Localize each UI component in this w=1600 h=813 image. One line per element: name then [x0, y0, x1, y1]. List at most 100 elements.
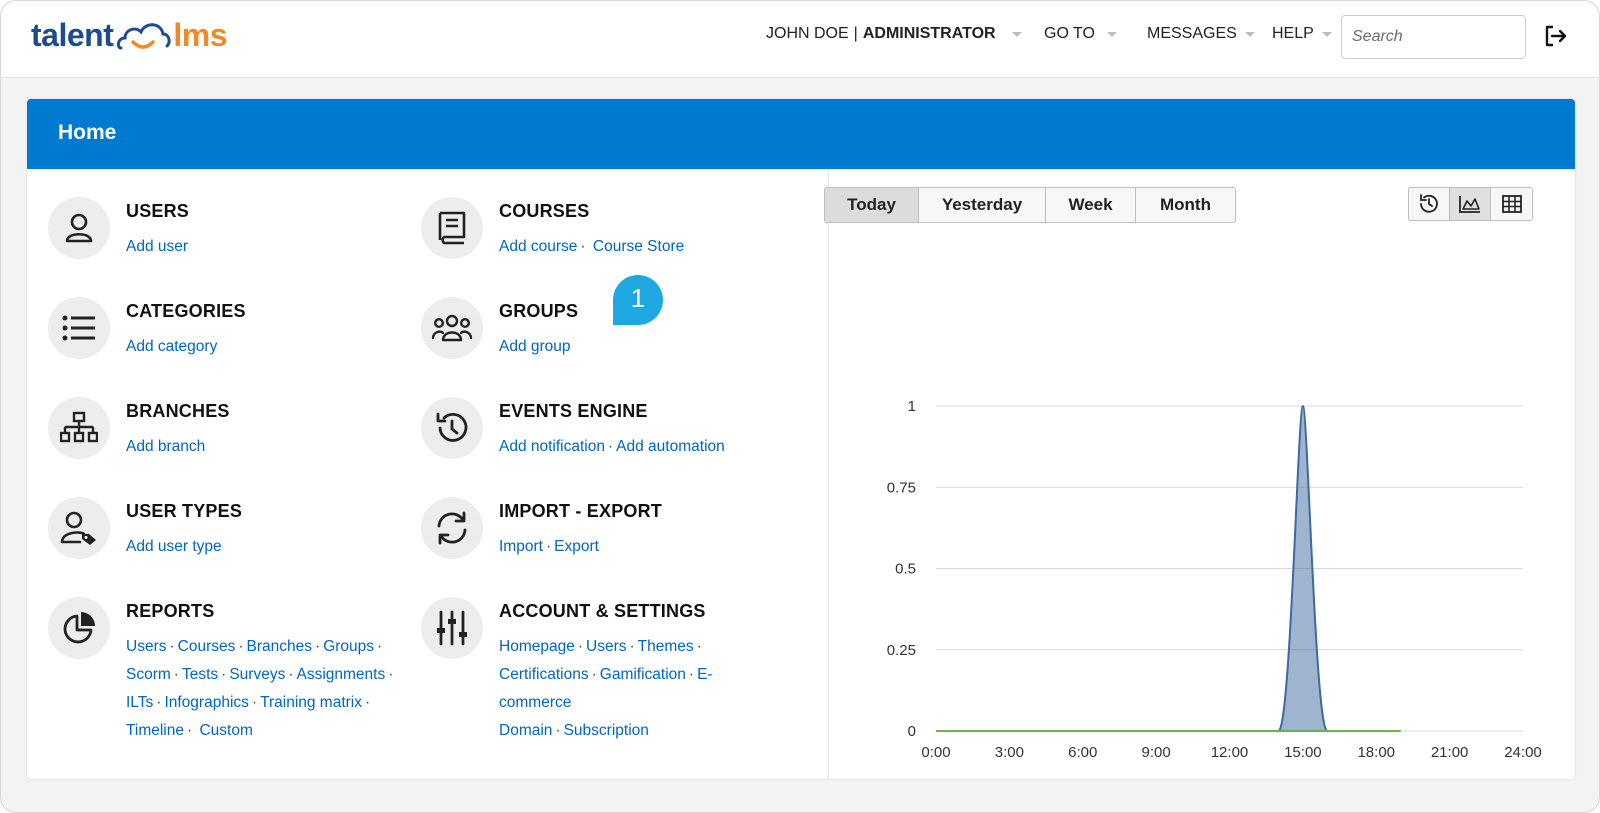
tile-title: CATEGORIES [126, 301, 246, 321]
table-view-button[interactable] [1491, 188, 1532, 220]
tab-yesterday[interactable]: Yesterday [919, 188, 1046, 222]
talentlms-logo[interactable]: talent lms [31, 15, 227, 55]
report-link-infographics[interactable]: Infographics [164, 694, 249, 711]
branches-tile-icon[interactable] [48, 397, 110, 459]
messages-label: MESSAGES [1147, 25, 1237, 42]
history-view-button[interactable] [1409, 188, 1450, 220]
course-store-link[interactable]: Course Store [592, 238, 685, 255]
user-separator: | [853, 25, 858, 42]
add-user-type-link[interactable]: Add user type [126, 538, 222, 555]
account-link-themes[interactable]: Themes [637, 638, 694, 655]
import-export-tile-icon[interactable] [421, 497, 483, 559]
groups-tile-icon[interactable] [421, 297, 483, 359]
y-tick-label: 0.25 [887, 642, 916, 659]
account-link-subscription[interactable]: Subscription [563, 722, 649, 739]
chart-view-button[interactable] [1450, 188, 1491, 220]
tab-week[interactable]: Week [1046, 188, 1136, 222]
area-chart-icon [1459, 196, 1480, 213]
tile-links: Import · Export [499, 538, 599, 555]
report-link-courses[interactable]: Courses [177, 638, 236, 655]
user-menu[interactable]: JOHN DOE | ADMINISTRATOR [766, 23, 1022, 45]
report-link-timeline[interactable]: Timeline [126, 722, 184, 739]
tile-title: REPORTS [126, 601, 215, 621]
user-types-tile-icon[interactable] [48, 497, 110, 559]
column-divider [828, 169, 829, 779]
account-link-ecommerce[interactable]: E-commerce [499, 666, 713, 711]
sync-icon [437, 511, 467, 545]
user-role: ADMINISTRATOR [862, 25, 996, 42]
import-link[interactable]: Import [499, 538, 543, 555]
account-link-homepage[interactable]: Homepage [499, 638, 575, 655]
tile-links: Add user type [126, 533, 416, 561]
users-tile-icon[interactable] [48, 197, 110, 259]
report-link-users[interactable]: Users [126, 638, 167, 655]
events-tile-icon[interactable] [421, 397, 483, 459]
add-group-link[interactable]: Add group [499, 338, 571, 355]
tile-title: USER TYPES [126, 501, 243, 521]
account-link-certifications[interactable]: Certifications [499, 666, 589, 683]
y-tick-label: 0.5 [895, 561, 916, 578]
report-link-groups[interactable]: Groups [323, 638, 375, 655]
courses-tile-icon[interactable] [421, 197, 483, 259]
user-tag-icon [60, 511, 96, 545]
chevron-down-icon [1011, 31, 1022, 37]
tile-title: BRANCHES [126, 401, 230, 421]
report-link-ilts[interactable]: ILTs [126, 694, 154, 711]
history-icon [1420, 194, 1438, 213]
logins-area [936, 406, 1328, 731]
logo-text-talent: talent [31, 16, 114, 53]
x-tick-label: 3:00 [995, 744, 1024, 761]
report-link-scorm[interactable]: Scorm [126, 666, 171, 683]
goto-label: GO TO [1044, 25, 1095, 42]
tile-links: Add category [126, 333, 416, 361]
chevron-down-icon [1321, 31, 1332, 37]
report-link-training-matrix[interactable]: Training matrix [260, 694, 363, 711]
add-user-link[interactable]: Add user [126, 238, 189, 255]
tile-title: IMPORT - EXPORT [499, 501, 663, 521]
export-link[interactable]: Export [554, 538, 599, 555]
reports-tile-icon[interactable] [48, 597, 110, 659]
goto-menu[interactable]: GO TO [1044, 23, 1117, 45]
add-notification-link[interactable]: Add notification [499, 438, 605, 455]
categories-tile-icon[interactable] [48, 297, 110, 359]
messages-menu[interactable]: MESSAGES [1147, 23, 1255, 45]
report-link-branches[interactable]: Branches [246, 638, 313, 655]
report-link-assignments[interactable]: Assignments [296, 666, 386, 683]
x-tick-label: 12:00 [1211, 744, 1249, 761]
report-link-surveys[interactable]: Surveys [229, 666, 286, 683]
add-branch-link[interactable]: Add branch [126, 438, 206, 455]
tab-month[interactable]: Month [1160, 195, 1211, 214]
table-icon [1501, 195, 1522, 213]
logout-icon[interactable] [1541, 21, 1571, 51]
account-link-gamification[interactable]: Gamification [599, 666, 686, 683]
x-tick-label: 21:00 [1431, 744, 1469, 761]
tile-title: ACCOUNT & SETTINGS [499, 601, 706, 621]
tile-links: Add notification · Add automation [499, 438, 725, 455]
x-tick-label: 18:00 [1357, 744, 1395, 761]
period-tabs: Today Yesterday Week Month [824, 187, 1236, 223]
x-tick-label: 9:00 [1142, 744, 1171, 761]
tile-links: Add user [126, 233, 416, 261]
activity-chart: 0 0.25 0.5 0.75 1 0:00 3:00 6:00 9:00 12:00 15:00 1… [887, 398, 1542, 761]
x-tick-label: 6:00 [1068, 744, 1097, 761]
y-tick-label: 1 [908, 398, 916, 415]
page-header: Home [27, 99, 1575, 169]
history-icon [436, 412, 468, 442]
add-category-link[interactable]: Add category [126, 338, 218, 355]
report-link-custom[interactable]: Custom [199, 722, 253, 739]
step-badge-number: 1 [630, 283, 646, 313]
help-menu[interactable]: HELP [1272, 23, 1332, 45]
logo-text-lms: lms [173, 16, 227, 53]
account-link-domain[interactable]: Domain [499, 722, 553, 739]
tab-today[interactable]: Today [825, 188, 919, 222]
tile-links: Add course · Course Store [499, 238, 685, 255]
add-course-link[interactable]: Add course [499, 238, 578, 255]
report-link-tests[interactable]: Tests [181, 666, 219, 683]
tile-title: EVENTS ENGINE [499, 401, 648, 421]
account-link-users[interactable]: Users [586, 638, 627, 655]
y-tick-label: 0 [908, 723, 916, 740]
account-tile-icon[interactable] [421, 597, 483, 659]
search-input[interactable] [1341, 15, 1526, 59]
list-icon [62, 315, 95, 341]
add-automation-link[interactable]: Add automation [616, 438, 725, 455]
